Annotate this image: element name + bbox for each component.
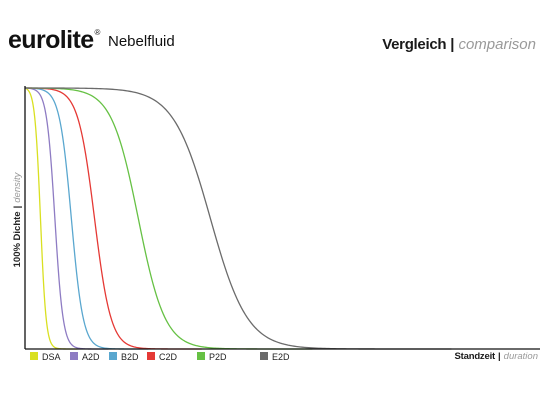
legend-item-p2d: P2D xyxy=(197,352,227,362)
legend-swatch-b2d xyxy=(109,352,117,360)
series-line-a2d xyxy=(24,87,109,350)
legend-label-b2d: B2D xyxy=(121,352,139,362)
xlabel-separator: | xyxy=(497,351,501,362)
legend-swatch-c2d xyxy=(147,352,155,360)
series-line-dsa xyxy=(24,87,78,350)
series-line-b2d xyxy=(24,87,149,350)
legend-swatch-p2d xyxy=(197,352,205,360)
legend-item-b2d: B2D xyxy=(109,352,139,362)
product-name: Nebelfluid xyxy=(108,33,175,50)
xlabel-en: duration xyxy=(503,351,538,362)
legend-swatch-a2d xyxy=(70,352,78,360)
registered-mark: ® xyxy=(94,28,101,37)
x-axis-label: Standzeit | duration xyxy=(455,352,538,362)
legend-item-dsa: DSA xyxy=(30,352,61,362)
brand-name: eurolite xyxy=(8,26,94,54)
legend-swatch-e2d xyxy=(260,352,268,360)
legend-swatch-dsa xyxy=(30,352,38,360)
title-de: Vergleich xyxy=(382,36,447,53)
series-curves xyxy=(24,87,452,350)
legend-item-c2d: C2D xyxy=(147,352,178,362)
legend-label-e2d: E2D xyxy=(272,352,290,362)
legend-label-c2d: C2D xyxy=(159,352,178,362)
ylabel-separator: | xyxy=(12,206,23,209)
ylabel-de: 100% Dichte xyxy=(12,211,23,267)
legend-label-a2d: A2D xyxy=(82,352,100,362)
series-line-e2d xyxy=(25,87,452,350)
brand-logo: eurolite® xyxy=(8,28,100,53)
legend: DSA A2D B2D C2D P2D E2D xyxy=(30,352,290,362)
title-en: comparison xyxy=(458,36,536,53)
title-separator: | xyxy=(450,36,455,53)
legend-item-a2d: A2D xyxy=(70,352,100,362)
series-line-p2d xyxy=(24,87,313,350)
ylabel-en: density xyxy=(12,171,23,202)
xlabel-de: Standzeit xyxy=(454,351,496,362)
legend-item-e2d: E2D xyxy=(260,352,290,362)
legend-label-p2d: P2D xyxy=(209,352,227,362)
series-line-c2d xyxy=(24,87,202,350)
chart-title: Vergleich | comparison xyxy=(382,37,536,52)
legend-label-dsa: DSA xyxy=(42,352,61,362)
y-axis-label: 100% Dichte | density xyxy=(12,171,23,267)
